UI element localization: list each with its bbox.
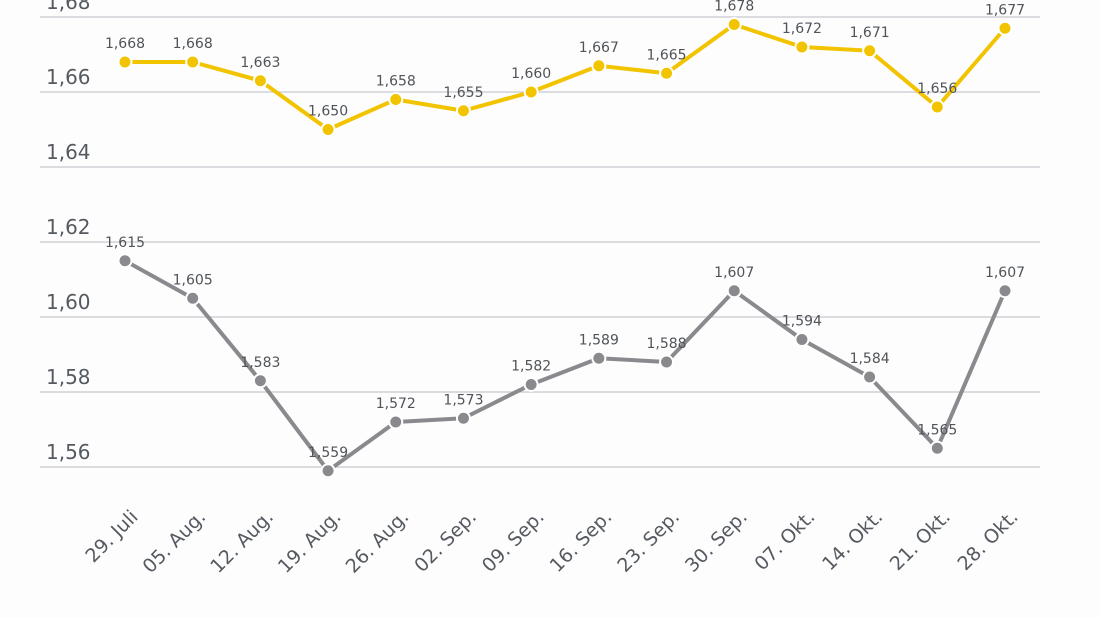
data-label: 1,582: [511, 359, 551, 375]
data-label: 1,584: [850, 351, 890, 367]
x-tick-label: 30. Sep.: [681, 506, 752, 577]
data-point: [862, 43, 878, 59]
data-point: [388, 92, 404, 107]
data-point: [591, 58, 607, 74]
data-point: [997, 20, 1013, 36]
data-labels: 1,668 1,668 1,663 1,650 1,658 1,655 1,660 1,667…: [105, 0, 1025, 461]
data-label: 1,655: [443, 85, 483, 101]
data-point: [117, 54, 133, 70]
x-tick-label: 16. Sep.: [546, 506, 617, 577]
x-tick-label: 07. Okt.: [750, 506, 819, 575]
y-tick-label: 1,58: [46, 365, 91, 389]
data-label: 1,565: [917, 422, 957, 438]
data-label: 1,656: [917, 81, 957, 97]
data-label: 1,594: [782, 314, 822, 330]
data-point: [929, 440, 945, 456]
data-point: [455, 410, 471, 426]
data-label: 1,607: [714, 265, 754, 281]
data-point: [659, 354, 675, 370]
data-point: [659, 65, 675, 81]
y-tick-label: 1,56: [46, 440, 91, 464]
data-label: 1,668: [173, 36, 213, 52]
data-label: 1,572: [376, 396, 416, 412]
x-tick-label: 28. Okt.: [953, 506, 1022, 575]
data-point: [320, 122, 336, 137]
data-point: [185, 290, 201, 306]
data-label: 1,667: [579, 40, 619, 56]
data-point: [997, 283, 1013, 299]
data-label: 1,678: [714, 0, 754, 15]
data-point: [862, 369, 878, 385]
x-tick-label: 02. Sep.: [410, 506, 481, 577]
x-tick-label: 19. Aug.: [274, 506, 346, 578]
x-tick-label: 12. Aug.: [206, 506, 278, 578]
data-point: [794, 332, 810, 347]
data-label: 1,663: [240, 55, 280, 71]
data-point: [117, 253, 133, 269]
data-point: [252, 373, 268, 389]
y-axis-ticks: 1,56 1,58 1,60 1,62 1,64 1,66 1,68: [46, 0, 91, 464]
data-point: [591, 350, 607, 366]
data-label: 1,671: [850, 25, 890, 41]
data-point: [185, 54, 201, 70]
data-point: [929, 99, 945, 115]
x-tick-label: 05. Aug.: [139, 506, 211, 578]
series-line-2: [123, 258, 1007, 473]
data-point: [523, 377, 539, 392]
series-lines: [117, 17, 1013, 479]
x-tick-label: 21. Okt.: [886, 506, 955, 575]
data-point: [252, 73, 268, 89]
data-point: [320, 463, 336, 479]
data-label: 1,573: [443, 392, 483, 408]
y-tick-label: 1,62: [46, 215, 91, 239]
y-tick-label: 1,60: [46, 290, 91, 314]
data-label: 1,672: [782, 21, 822, 37]
data-label: 1,607: [985, 265, 1025, 281]
data-point: [794, 39, 810, 55]
data-point: [455, 103, 471, 119]
data-label: 1,605: [173, 272, 213, 288]
y-tick-label: 1,66: [46, 65, 91, 89]
data-label: 1,559: [308, 445, 348, 461]
y-tick-label: 1,64: [46, 140, 91, 164]
data-point: [726, 17, 742, 32]
data-point: [726, 283, 742, 299]
y-tick-label: 1,68: [46, 0, 91, 14]
data-label: 1,588: [646, 336, 686, 352]
x-tick-label: 26. Aug.: [342, 506, 414, 578]
x-tick-label: 09. Sep.: [478, 506, 549, 577]
x-tick-label: 23. Sep.: [613, 506, 684, 577]
x-tick-label: 14. Okt.: [818, 506, 887, 575]
data-label: 1,615: [105, 235, 145, 251]
series-line-1: [123, 22, 1007, 132]
data-point: [523, 84, 539, 100]
data-label: 1,660: [511, 66, 551, 82]
data-label: 1,665: [646, 47, 686, 63]
data-label: 1,650: [308, 104, 348, 120]
data-label: 1,589: [579, 332, 619, 348]
data-label: 1,668: [105, 36, 145, 52]
x-tick-label: 29. Juli: [81, 506, 142, 567]
data-label: 1,583: [240, 355, 280, 371]
data-label: 1,677: [985, 2, 1025, 18]
data-label: 1,658: [376, 74, 416, 90]
data-point: [388, 414, 404, 430]
